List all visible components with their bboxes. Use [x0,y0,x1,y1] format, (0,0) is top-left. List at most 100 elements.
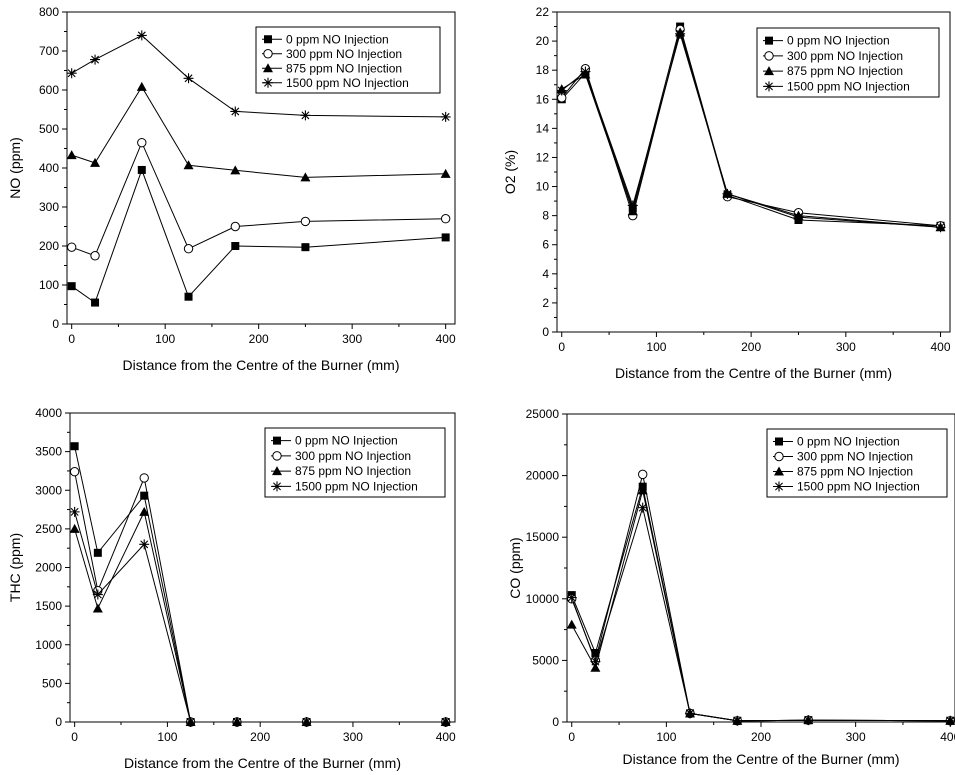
data-point-series-4 [136,30,147,41]
legend-box [766,428,948,498]
data-point-series-1 [67,282,76,291]
legend-label: 300 ppm NO Injection [286,47,402,61]
data-point-series-3 [66,150,77,160]
legend-marker [764,81,774,92]
legend-label: 875 ppm NO Injection [787,64,903,78]
legend-marker [272,466,282,476]
data-point-series-2 [638,469,648,480]
legend-marker [263,63,273,73]
legend-label: 0 ppm NO Injection [787,34,890,48]
x-tick-label: 100 [656,730,676,744]
data-point-series-1 [70,442,79,451]
data-point-series-4 [637,502,648,513]
data-point-series-3 [300,172,311,182]
y-tick-label: 14 [536,121,550,135]
y-tick-label: 16 [536,92,550,106]
data-point-series-3 [183,160,194,170]
legend-label: 1500 ppm NO Injection [797,480,920,494]
y-tick-label: 400 [39,161,59,175]
x-tick-label: 0 [558,340,565,354]
y-tick-label: 700 [39,44,59,58]
y-tick-label: 0 [55,715,62,729]
data-point-series-4 [590,656,601,667]
legend-label: 300 ppm NO Injection [787,49,903,63]
x-axis-label: Distance from the Centre of the Burner (… [123,357,400,373]
data-point-series-4 [301,717,312,727]
y-tick-label: 4 [542,267,549,281]
data-point-series-1 [184,292,193,301]
data-point-series-4 [185,717,196,727]
data-point-series-3 [69,523,80,533]
x-tick-label: 300 [836,340,856,354]
x-axis-label: Distance from the Centre of the Burner (… [623,751,900,767]
data-point-series-4 [90,54,101,65]
data-point-series-4 [92,589,103,600]
y-tick-label: 2 [542,296,549,310]
x-tick-label: 200 [249,332,269,346]
x-tick-label: 200 [741,340,761,354]
legend-marker [775,437,783,446]
data-point-series-3 [90,157,101,167]
y-tick-label: 2500 [35,522,62,536]
series-line-1 [571,486,951,722]
series-line-4 [74,511,446,723]
legend-label: 1500 ppm NO Injection [787,79,910,93]
y-axis-label: CO (ppm) [507,537,523,598]
y-tick-label: 0 [52,317,59,331]
data-point-series-1 [91,298,100,307]
chart-panel-4: 0 5000 10000 15000 20000 25000 0 100 200 300 400 Di… [507,407,955,767]
legend-label: 875 ppm NO Injection [797,465,913,479]
legend-label: 0 ppm NO Injection [797,435,900,449]
x-tick-label: 300 [342,332,362,346]
y-axis-label: THC (ppm) [7,533,23,602]
legend-label: 1500 ppm NO Injection [286,76,409,90]
legend-label: 0 ppm NO Injection [295,434,398,448]
x-tick-label: 200 [751,730,771,744]
y-tick-label: 20000 [526,469,560,483]
x-tick-label: 100 [157,730,177,744]
legend-marker [264,35,272,44]
y-tick-label: 1000 [35,638,62,652]
y-tick-label: 20 [536,34,550,48]
data-point-series-4 [566,592,577,603]
y-tick-label: 1500 [35,599,62,613]
data-point-series-4 [580,66,591,77]
y-tick-label: 18 [536,63,550,77]
y-tick-label: 15000 [526,530,560,544]
data-point-series-4 [722,188,733,199]
data-point-series-4 [675,28,686,39]
y-tick-label: 800 [39,5,59,19]
y-tick-label: 8 [542,209,549,223]
data-point-series-4 [732,715,743,726]
chart-panel-1: 0 100 200 300 400 500 600 700 800 0 100 200 300 400 Di… [7,5,456,373]
data-point-series-4 [66,68,77,79]
series-line-3 [71,85,446,178]
series-line-1 [71,168,446,304]
legend-marker [764,51,774,61]
data-point-series-3 [139,506,150,516]
legend-label: 0 ppm NO Injection [286,32,389,46]
data-point-series-4 [556,85,567,96]
series-line-3 [74,510,446,723]
chart-panel-3: 0 500 1000 1500 2000 2500 3000 3500 4000 0 100 200 3… [7,406,456,771]
y-tick-label: 100 [39,278,59,292]
data-point-series-2 [440,214,451,224]
legend-marker [764,66,774,76]
data-point-series-4 [627,200,638,211]
legend-marker [765,36,773,45]
data-point-series-3 [136,81,147,91]
data-point-series-2 [139,473,149,483]
y-tick-label: 10000 [526,592,560,606]
data-point-series-2 [66,242,77,252]
data-point-series-1 [301,243,310,252]
legend-label: 300 ppm NO Injection [797,450,913,464]
data-point-series-3 [92,603,103,613]
x-axis-label: Distance from the Centre of the Burner (… [615,365,892,381]
series-line-3 [571,490,951,722]
chart-panel-2: 0 2 4 6 8 10 12 14 16 18 20 22 0 100 200 300 400 Distance… [502,5,951,381]
data-point-series-4 [685,708,696,719]
data-point-series-4 [793,212,804,223]
data-point-series-1 [140,491,149,500]
